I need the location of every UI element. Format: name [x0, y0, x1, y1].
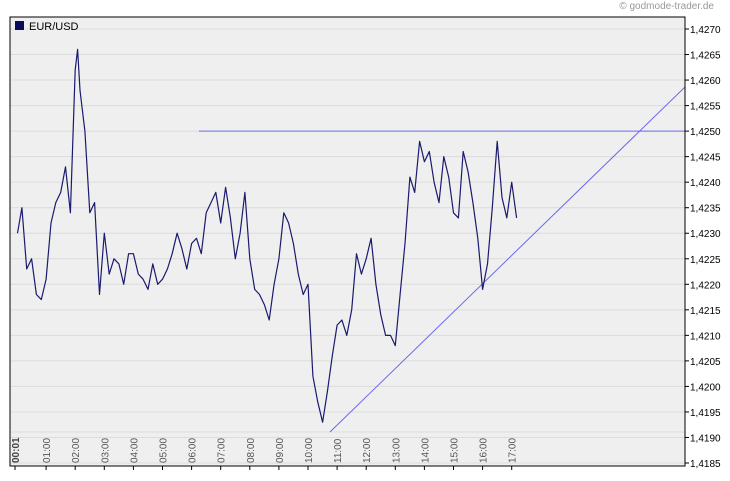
y-tick-label: 1,4245 — [690, 153, 721, 164]
x-tick-label: 03:00 — [100, 438, 111, 463]
x-tick-label: 05:00 — [159, 438, 170, 463]
y-tick-label: 1,4195 — [690, 408, 721, 419]
y-tick-label: 1,4210 — [690, 331, 721, 342]
x-tick-label: 00:01 — [11, 437, 22, 463]
x-tick-label: 17:00 — [508, 438, 519, 463]
y-tick-label: 1,4220 — [690, 280, 721, 291]
y-tick-label: 1,4225 — [690, 255, 721, 266]
y-tick-label: 1,4185 — [690, 459, 721, 470]
y-tick-label: 1,4255 — [690, 102, 721, 113]
y-tick-label: 1,4250 — [690, 127, 721, 138]
x-tick-label: 09:00 — [275, 438, 286, 463]
legend: EUR/USD — [15, 21, 79, 33]
y-tick-label: 1,4230 — [690, 229, 721, 240]
x-tick-label: 04:00 — [129, 438, 140, 463]
plot-background — [10, 17, 685, 466]
support-trend-line — [329, 86, 686, 433]
y-tick-label: 1,4265 — [690, 51, 721, 62]
x-tick-label: 14:00 — [420, 438, 431, 463]
y-tick-label: 1,4215 — [690, 306, 721, 317]
y-tick-label: 1,4205 — [690, 357, 721, 368]
x-tick-label: 02:00 — [71, 438, 82, 463]
x-tick-label: 08:00 — [246, 438, 257, 463]
y-tick-label: 1,4260 — [690, 76, 721, 87]
legend-label: EUR/USD — [29, 21, 79, 33]
y-tick-label: 1,4270 — [690, 25, 721, 36]
x-tick-label: 16:00 — [479, 438, 490, 463]
legend-swatch — [15, 21, 24, 30]
price-line — [16, 48, 518, 423]
x-axis: 00:01 01:00 02:00 03:00 04:00 05:00 06:00 07:00… — [11, 437, 519, 463]
y-axis: 1,4270 1,4265 1,4260 1,4255 1,4250 1,4245 1,42… — [685, 25, 721, 470]
x-tick-label: 06:00 — [188, 438, 199, 463]
y-tick-label: 1,4190 — [690, 433, 721, 444]
x-tick-label: 13:00 — [391, 438, 402, 463]
x-tick-label: 10:00 — [304, 438, 315, 463]
y-tick-label: 1,4200 — [690, 382, 721, 393]
x-tick-label: 11:00 — [333, 438, 344, 463]
plot-frame — [9, 16, 686, 467]
copyright-notice: © godmode-trader.de — [619, 1, 714, 12]
x-tick-label: 01:00 — [42, 438, 53, 463]
x-tick-label: 07:00 — [217, 438, 228, 463]
x-tick-label: 15:00 — [450, 438, 461, 463]
y-tick-label: 1,4235 — [690, 204, 721, 215]
y-tick-label: 1,4240 — [690, 178, 721, 189]
x-tick-label: 12:00 — [362, 438, 373, 463]
